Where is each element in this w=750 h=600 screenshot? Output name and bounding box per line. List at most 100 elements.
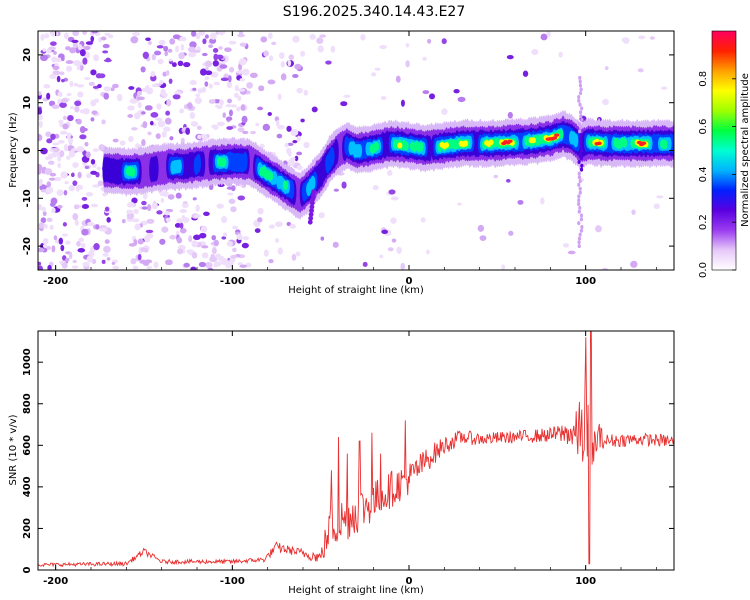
noise-blob xyxy=(195,93,201,98)
noise-blob xyxy=(228,109,233,117)
spur-blob xyxy=(577,194,581,199)
colorbar-label: Normalized spectral amplitude xyxy=(740,73,750,227)
noise-blob xyxy=(230,185,236,192)
noise-blob xyxy=(38,114,43,121)
noise-blob xyxy=(276,133,283,139)
noise-blob xyxy=(230,206,237,213)
noise-blob xyxy=(102,43,110,49)
noise-blob xyxy=(237,127,245,133)
noise-blob xyxy=(287,59,292,67)
noise-blob xyxy=(127,114,134,118)
noise-blob xyxy=(227,192,234,196)
noise-blob xyxy=(66,92,72,97)
noise-blob xyxy=(76,240,81,247)
noise-blob xyxy=(208,44,214,48)
noise-blob xyxy=(101,119,106,125)
noise-blob xyxy=(263,249,269,257)
ridge-blob xyxy=(130,167,136,177)
noise-blob xyxy=(38,108,43,115)
noise-blob xyxy=(144,105,153,111)
noise-blob xyxy=(71,265,79,269)
noise-blob xyxy=(250,130,256,135)
noise-blob xyxy=(506,55,514,60)
x-tick-label: -100 xyxy=(220,576,245,587)
noise-blob xyxy=(42,211,47,217)
noise-blob xyxy=(192,197,197,201)
noise-blob xyxy=(213,239,219,247)
noise-blob xyxy=(130,36,139,44)
noise-blob xyxy=(158,39,166,46)
noise-blob xyxy=(82,127,88,132)
noise-blob xyxy=(292,35,300,43)
noise-blob xyxy=(506,178,511,183)
noise-blob xyxy=(46,181,52,188)
noise-blob xyxy=(637,68,644,73)
noise-blob xyxy=(295,251,301,257)
noise-blob xyxy=(128,135,134,143)
ridge-blob xyxy=(488,139,494,146)
spur-blob xyxy=(579,140,583,145)
noise-blob xyxy=(199,232,207,239)
noise-blob xyxy=(226,126,234,130)
noise-blob xyxy=(493,174,499,179)
noise-blob xyxy=(93,243,100,251)
spur-blob xyxy=(578,79,582,84)
noise-blob xyxy=(192,49,201,53)
noise-blob xyxy=(595,225,602,233)
noise-blob xyxy=(195,204,200,212)
y-tick-label: 600 xyxy=(22,435,33,456)
noise-blob xyxy=(275,120,280,127)
spur-blob xyxy=(580,106,584,111)
ridge-blob xyxy=(621,138,628,148)
ridge-spur xyxy=(307,75,584,249)
noise-blob xyxy=(522,70,529,77)
snr-frame xyxy=(37,330,675,571)
noise-blob xyxy=(219,31,224,36)
noise-blob xyxy=(73,59,82,67)
noise-blob xyxy=(172,34,181,40)
colorbar: 0.0 0.2 0.4 0.6 0.8 Normalized spectral ampl… xyxy=(698,30,750,278)
ridge-blob xyxy=(443,142,450,149)
noise-blob xyxy=(210,253,215,260)
noise-blob xyxy=(164,117,172,125)
noise-blob xyxy=(38,261,42,266)
noise-blob xyxy=(82,108,90,115)
spur-blob xyxy=(577,159,581,164)
colorbar-tick-label: 0.0 xyxy=(698,262,709,278)
noise-blob xyxy=(71,39,79,44)
noise-blob xyxy=(137,101,142,109)
noise-blob xyxy=(141,200,147,206)
noise-blob xyxy=(204,81,209,87)
noise-blob xyxy=(239,78,245,82)
noise-blob xyxy=(340,101,348,107)
noise-blob xyxy=(191,31,197,37)
noise-blob xyxy=(52,147,60,153)
noise-blob xyxy=(62,123,69,130)
noise-blob xyxy=(145,229,154,234)
noise-blob xyxy=(141,111,146,115)
noise-blob xyxy=(217,121,225,127)
noise-blob xyxy=(86,192,92,196)
figure-title: S196.2025.340.14.43.E27 xyxy=(283,4,466,20)
tail-blob xyxy=(311,189,317,195)
noise-blob xyxy=(151,83,159,88)
noise-blob xyxy=(183,262,190,268)
noise-blob xyxy=(540,197,545,205)
spur-blob xyxy=(577,175,582,180)
spur-blob xyxy=(579,167,584,172)
noise-blob xyxy=(268,32,273,39)
noise-blob xyxy=(197,134,202,140)
noise-blob xyxy=(56,189,64,197)
noise-blob xyxy=(76,84,85,88)
noise-blob xyxy=(211,124,219,129)
noise-blob xyxy=(61,78,65,83)
noise-blob xyxy=(205,70,213,76)
noise-blob xyxy=(268,258,274,264)
noise-blob xyxy=(133,238,138,246)
noise-blob xyxy=(153,50,162,56)
noise-blob xyxy=(236,70,244,74)
noise-blob xyxy=(132,32,141,37)
noise-blob xyxy=(258,85,265,92)
noise-blob xyxy=(660,86,668,90)
noise-blob xyxy=(133,208,139,215)
